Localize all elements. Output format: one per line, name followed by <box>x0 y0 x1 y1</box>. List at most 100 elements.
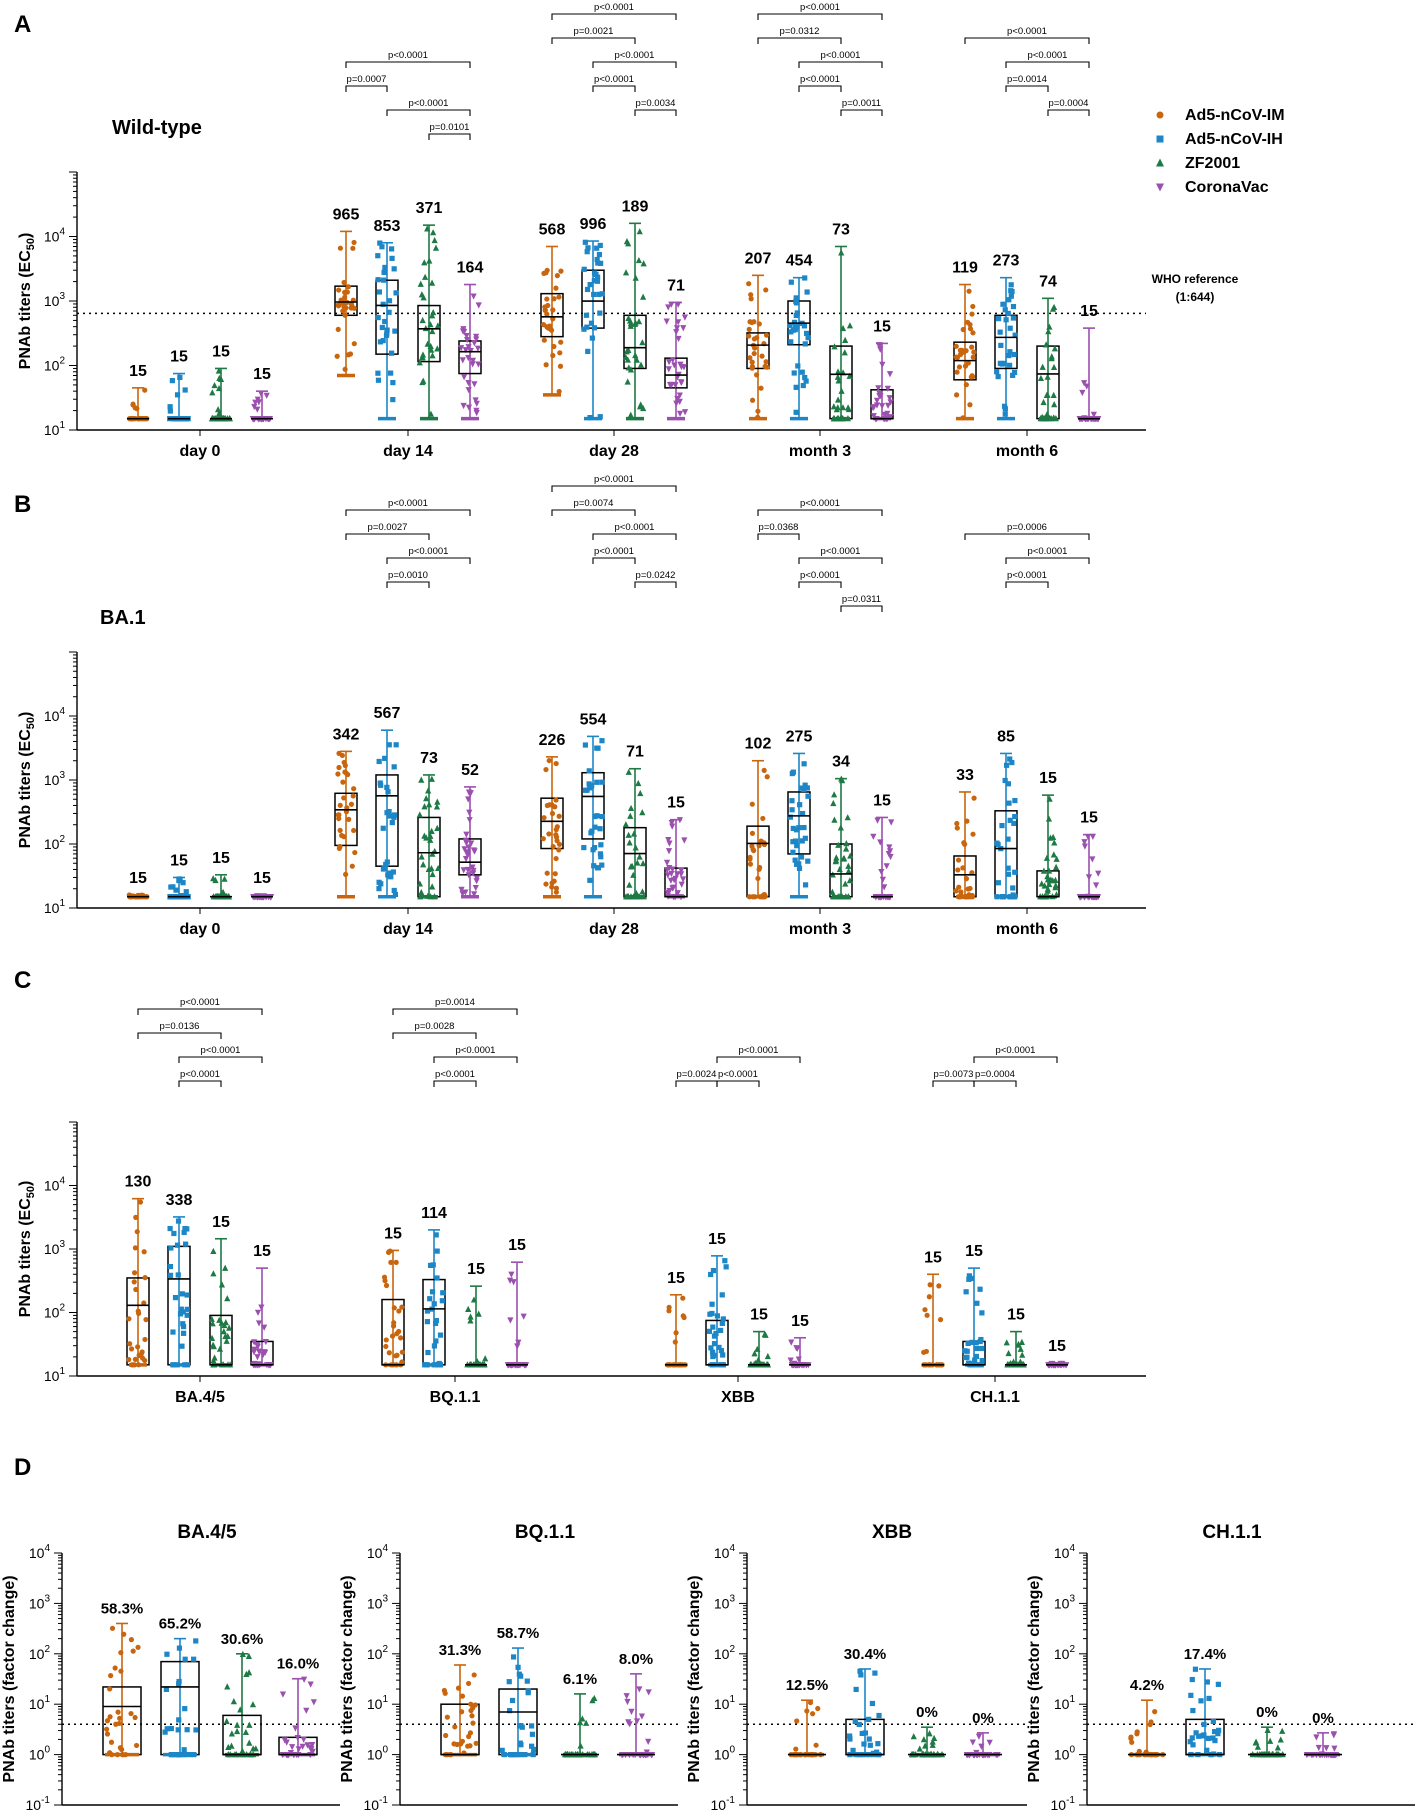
legend-item-IH: Ad5-nCoV-IH <box>1156 131 1283 148</box>
data-point <box>423 795 430 802</box>
data-point <box>936 1283 942 1289</box>
data-point <box>340 308 346 314</box>
data-point <box>581 844 587 851</box>
data-point <box>425 787 432 794</box>
data-point <box>465 796 472 803</box>
data-point <box>216 409 223 416</box>
data-point <box>859 1730 865 1737</box>
data-point <box>295 1746 302 1753</box>
data-point <box>674 395 681 403</box>
data-point <box>171 1230 177 1237</box>
data-point <box>209 389 216 396</box>
data-point <box>381 1274 388 1280</box>
data-point <box>465 355 472 362</box>
box-IM: 12.5% <box>786 1677 828 1758</box>
bracket-line <box>932 1080 975 1087</box>
data-point <box>831 816 838 823</box>
data-point <box>433 1318 439 1324</box>
data-point <box>632 844 639 851</box>
data-point <box>546 831 552 837</box>
data-point <box>392 891 398 898</box>
y-tick-label: 100 <box>714 1745 736 1763</box>
data-point <box>1152 1709 1158 1715</box>
data-point <box>801 786 807 793</box>
data-point <box>1148 1719 1154 1725</box>
value-label: 102 <box>745 736 772 753</box>
box-IM: 965 <box>333 206 359 378</box>
data-point <box>387 813 393 819</box>
data-point <box>666 888 673 895</box>
data-point <box>470 293 477 300</box>
data-point <box>960 326 966 333</box>
data-point <box>633 1718 641 1725</box>
data-point <box>461 846 468 853</box>
bracket-line <box>964 37 1090 44</box>
data-point <box>209 1341 217 1348</box>
bracket-line <box>634 109 677 116</box>
data-point <box>628 862 636 869</box>
data-point <box>979 1345 985 1352</box>
data-point <box>465 1680 472 1687</box>
data-point <box>681 409 689 416</box>
data-point <box>431 236 438 244</box>
data-point <box>434 1248 440 1254</box>
p-value-label: p<0.0001 <box>201 1045 241 1056</box>
value-label: 15 <box>667 795 685 812</box>
data-point <box>380 825 386 831</box>
data-point <box>385 789 391 795</box>
data-point <box>309 1748 316 1755</box>
data-point <box>591 278 597 284</box>
data-point <box>390 379 396 386</box>
data-point <box>556 388 562 395</box>
x-category-label: day 14 <box>383 443 433 460</box>
data-point <box>861 1741 867 1747</box>
data-point <box>351 786 357 792</box>
data-point <box>720 1316 726 1322</box>
data-point <box>1046 880 1053 888</box>
bracket-line <box>592 557 636 564</box>
data-point <box>134 1229 140 1235</box>
data-point <box>426 801 433 808</box>
data-point <box>225 1743 232 1751</box>
value-label: 65.2% <box>159 1616 202 1633</box>
data-point <box>886 395 893 402</box>
data-point <box>506 1679 512 1685</box>
data-point <box>878 403 886 410</box>
bracket-line <box>386 109 471 116</box>
data-point <box>437 1332 444 1338</box>
data-point <box>209 1320 216 1327</box>
data-point <box>107 1714 113 1720</box>
data-point <box>1210 1718 1216 1725</box>
data-point <box>858 1672 864 1678</box>
data-point <box>815 1705 821 1712</box>
data-point <box>391 812 398 818</box>
box-IH: 273 <box>993 253 1019 421</box>
data-point <box>118 1668 124 1674</box>
data-point <box>218 1281 226 1288</box>
data-point <box>1018 1338 1026 1345</box>
data-point <box>755 1356 762 1363</box>
data-point <box>577 1742 584 1749</box>
p-value-label: p<0.0001 <box>800 74 840 85</box>
data-point <box>748 292 754 298</box>
value-label: 85 <box>997 728 1015 745</box>
data-point <box>1188 1692 1194 1698</box>
p-value-label: p<0.0001 <box>594 74 634 85</box>
data-point <box>473 1740 479 1746</box>
bracket-line <box>392 1008 518 1015</box>
box-ZF: 15 <box>464 1261 489 1368</box>
data-point <box>866 1716 872 1722</box>
data-point <box>421 259 428 266</box>
box-ZF: 15 <box>208 343 233 422</box>
data-point <box>716 1344 722 1351</box>
value-label: 30.6% <box>221 1631 264 1648</box>
data-point <box>583 312 590 318</box>
box-IM: 15 <box>921 1249 945 1368</box>
data-point <box>556 813 562 819</box>
significance-bracket: p=0.0368 <box>757 522 800 540</box>
significance-bracket: p<0.0001 <box>592 546 636 564</box>
data-point <box>168 884 174 890</box>
data-point <box>874 1749 880 1755</box>
data-point <box>749 359 755 365</box>
data-point <box>250 1349 258 1356</box>
